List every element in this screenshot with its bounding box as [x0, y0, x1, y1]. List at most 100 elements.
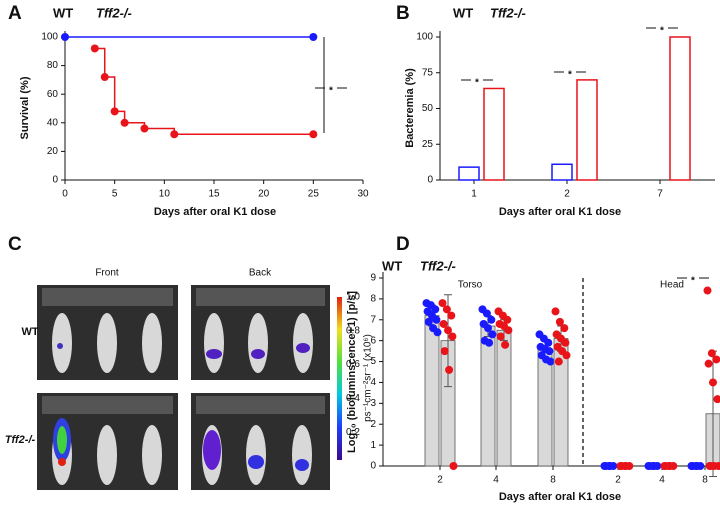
- image-wt-front: [37, 285, 178, 380]
- x-tick-label: 15: [208, 189, 220, 200]
- data-point: [431, 305, 440, 314]
- data-point: [445, 365, 454, 374]
- bar: [480, 325, 496, 467]
- x-axis-label: Days after oral K1 dose: [499, 206, 621, 218]
- legend-label: WT: [453, 5, 473, 20]
- y-tick-label: 7: [370, 314, 376, 325]
- bar: [496, 329, 512, 467]
- colorbar: [337, 297, 342, 460]
- colorbar-tick-label: 1.0: [346, 292, 360, 303]
- data-point: [488, 330, 497, 339]
- column-label: Front: [95, 268, 119, 279]
- data-point: [504, 326, 513, 335]
- legend-label: Tff2-/-: [420, 258, 456, 273]
- data-point: [554, 357, 563, 366]
- data-point: [545, 347, 554, 356]
- y-tick-label: 8: [370, 294, 376, 305]
- data-point: [424, 317, 433, 326]
- bar: [424, 315, 440, 467]
- panel-letter: B: [396, 3, 410, 24]
- y-tick-label: 0: [370, 461, 376, 472]
- column-label: Back: [249, 268, 272, 279]
- data-point: [484, 324, 492, 333]
- y-tick-label: 60: [47, 89, 59, 100]
- x-tick-label: 20: [258, 189, 270, 200]
- x-tick-label: 2: [564, 189, 570, 200]
- data-point: [448, 332, 457, 341]
- x-tick-label: 30: [357, 189, 369, 200]
- data-point: [606, 462, 614, 470]
- x-tick-label: 7: [657, 189, 663, 200]
- y-tick-label: 6: [370, 335, 376, 346]
- y-tick-label: 100: [41, 32, 58, 43]
- y-axis-label: Survival (%): [19, 76, 31, 139]
- y-tick-label: 4: [370, 377, 376, 388]
- data-point: [442, 305, 451, 314]
- data-point: [438, 299, 447, 308]
- data-point: [693, 462, 701, 470]
- marker: [309, 33, 318, 41]
- image-tff2-back: [191, 393, 330, 490]
- data-point: [709, 378, 717, 387]
- x-tick-label: 8: [550, 475, 556, 486]
- bar: [669, 36, 691, 181]
- colorbar-tick-label: 0.6: [346, 359, 360, 370]
- y-tick-label: 25: [422, 139, 434, 150]
- colorbar-tick-label: 0.8: [346, 325, 360, 336]
- data-point: [561, 338, 570, 347]
- panel-letter: D: [396, 234, 410, 255]
- data-point: [485, 338, 494, 347]
- annotation: *: [329, 86, 333, 97]
- y-tick-label: 75: [422, 67, 434, 78]
- data-point: [714, 462, 720, 470]
- legend-label: WT: [382, 258, 402, 273]
- group-label: Head: [660, 280, 684, 291]
- x-tick-label: 2: [615, 475, 621, 486]
- row-label: Tff2-/-: [5, 434, 36, 446]
- data-point: [449, 462, 458, 470]
- marker: [61, 33, 69, 41]
- bar: [537, 348, 553, 467]
- marker: [90, 44, 99, 53]
- x-tick-label: 8: [702, 475, 708, 486]
- data-point: [703, 286, 712, 295]
- data-point: [707, 349, 716, 358]
- y-tick-label: 1: [370, 440, 376, 451]
- colorbar-label: ps⁻¹cm⁻²sr⁻¹ (x10⁶): [363, 334, 374, 422]
- bar: [458, 166, 480, 181]
- data-point: [712, 355, 720, 364]
- image-tff2-front: [37, 393, 178, 490]
- x-tick-label: 0: [62, 189, 68, 200]
- data-point: [650, 462, 658, 470]
- marker: [170, 130, 179, 139]
- bar: [551, 163, 573, 181]
- y-tick-label: 100: [416, 32, 433, 43]
- image-wt-back: [191, 285, 330, 380]
- data-point: [546, 357, 555, 366]
- bar: [576, 79, 598, 181]
- y-axis-label: Bacteremia (%): [404, 68, 416, 148]
- y-tick-label: 20: [47, 146, 59, 157]
- x-tick-label: 10: [159, 189, 171, 200]
- x-tick-label: 5: [112, 189, 118, 200]
- data-point: [487, 315, 496, 324]
- x-tick-label: 4: [493, 475, 499, 486]
- data-point: [544, 338, 553, 347]
- y-tick-label: 0: [427, 175, 433, 186]
- x-tick-label: 25: [308, 189, 320, 200]
- annotation: *: [660, 26, 664, 37]
- legend-label: WT: [53, 5, 73, 20]
- data-point: [433, 328, 442, 337]
- marker: [100, 73, 109, 82]
- marker: [309, 130, 318, 139]
- data-point: [503, 315, 512, 324]
- line: [94, 47, 314, 135]
- data-point: [562, 351, 571, 360]
- x-tick-label: 1: [471, 189, 477, 200]
- data-point: [704, 359, 713, 368]
- data-point: [555, 317, 564, 326]
- bar: [483, 87, 505, 181]
- y-axis-label: Log₁₀ (bioluminscence+1) [p/s]: [346, 291, 358, 453]
- y-tick-label: 2: [370, 419, 376, 430]
